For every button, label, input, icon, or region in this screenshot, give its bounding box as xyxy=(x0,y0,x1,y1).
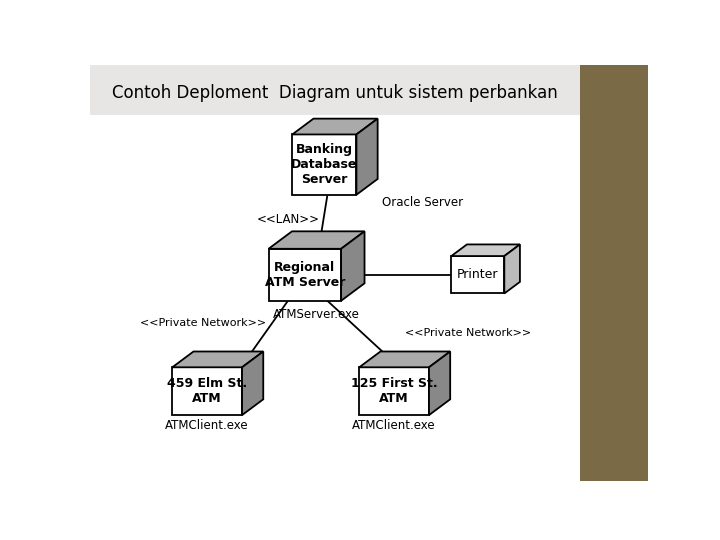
Polygon shape xyxy=(451,245,520,256)
Bar xyxy=(451,256,504,294)
Text: 459 Elm St.
ATM: 459 Elm St. ATM xyxy=(167,377,247,405)
Text: Oracle Server: Oracle Server xyxy=(382,197,463,210)
Text: Regional
ATM Server: Regional ATM Server xyxy=(265,261,345,289)
Polygon shape xyxy=(292,119,378,134)
Polygon shape xyxy=(269,231,364,249)
Bar xyxy=(90,65,580,114)
Text: Banking
Database
Server: Banking Database Server xyxy=(291,143,358,186)
Text: 125 First St.
ATM: 125 First St. ATM xyxy=(351,377,438,405)
Bar xyxy=(580,65,648,481)
Text: <<Private Network>>: <<Private Network>> xyxy=(405,328,531,338)
Text: Contoh Deploment  Diagram untuk sistem perbankan: Contoh Deploment Diagram untuk sistem pe… xyxy=(112,84,558,102)
Bar xyxy=(292,134,356,195)
Polygon shape xyxy=(359,352,450,367)
Text: <<LAN>>: <<LAN>> xyxy=(256,213,319,226)
Bar xyxy=(269,249,341,301)
Polygon shape xyxy=(429,352,450,415)
Polygon shape xyxy=(172,352,264,367)
Text: ATMClient.exe: ATMClient.exe xyxy=(352,419,436,432)
Text: Printer: Printer xyxy=(457,268,498,281)
Polygon shape xyxy=(356,119,378,195)
Polygon shape xyxy=(341,231,364,301)
Text: <<Private Network>>: <<Private Network>> xyxy=(140,318,266,328)
Polygon shape xyxy=(242,352,264,415)
Bar xyxy=(359,367,429,415)
Text: ATMServer.exe: ATMServer.exe xyxy=(273,308,359,321)
Polygon shape xyxy=(504,245,520,294)
Bar xyxy=(172,367,242,415)
Text: ATMClient.exe: ATMClient.exe xyxy=(166,419,249,432)
